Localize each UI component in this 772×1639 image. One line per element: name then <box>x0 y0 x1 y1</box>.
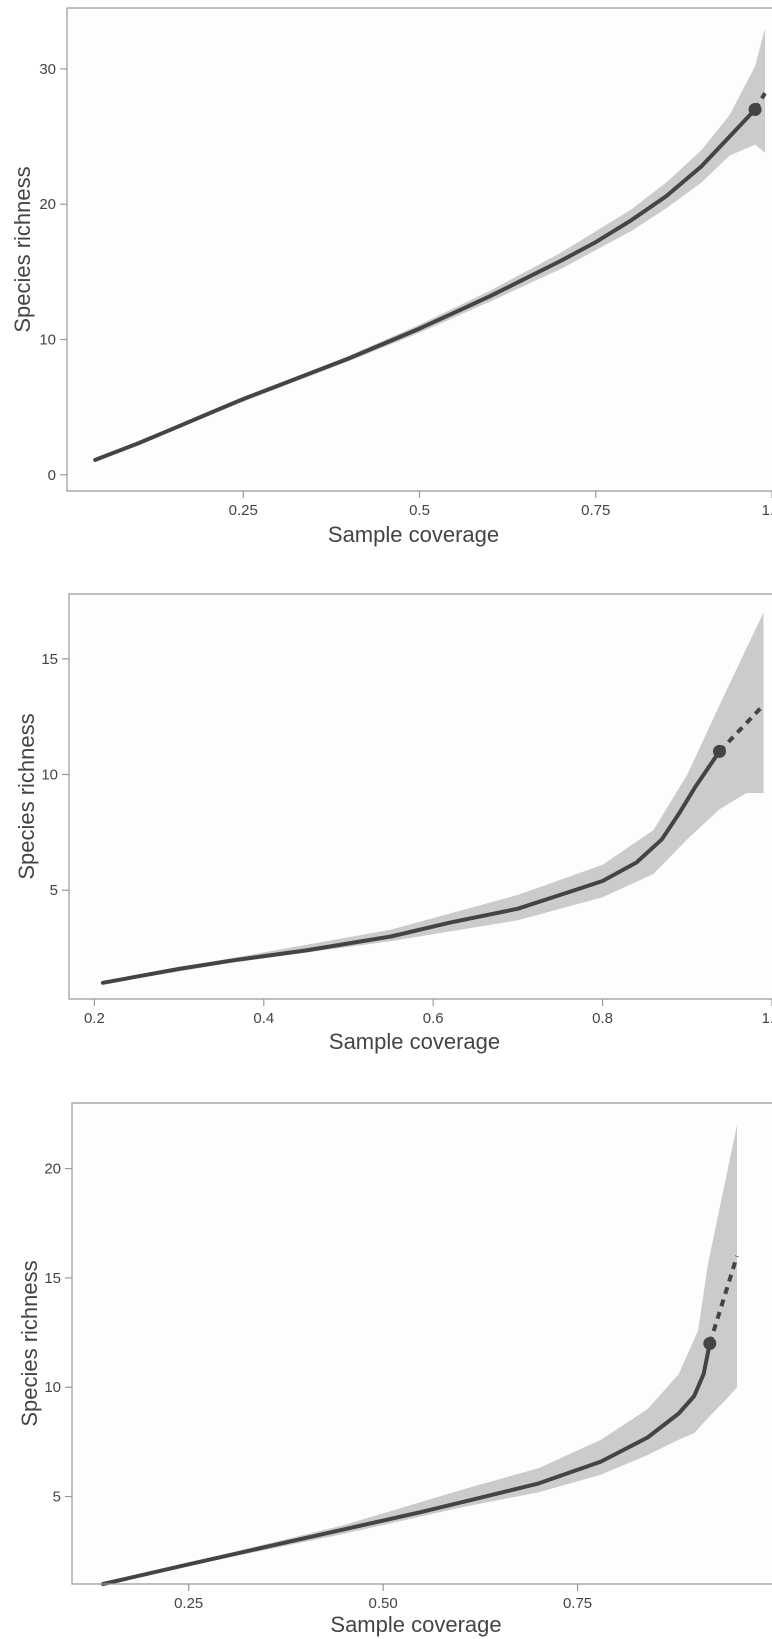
y-tick-label: 10 <box>41 767 58 784</box>
x-tick-label: 0.4 <box>253 1010 274 1027</box>
interpolated-line <box>93 107 758 462</box>
plot-background <box>69 594 772 999</box>
y-tick-label: 5 <box>50 882 58 899</box>
y-axis-title: Species richness <box>14 713 39 879</box>
x-tick-label: 0.6 <box>423 1010 444 1027</box>
y-axis-title: Species richness <box>10 166 35 332</box>
x-tick-label: 1.0 <box>762 502 772 519</box>
x-tick-label: 0.2 <box>84 1010 105 1027</box>
y-tick-label: 15 <box>44 1270 61 1287</box>
y-axis-title: Species richness <box>17 1260 42 1426</box>
x-axis-title: Sample coverage <box>329 1029 500 1054</box>
interpolated-line <box>101 1341 712 1586</box>
y-tick-label: 15 <box>41 651 58 668</box>
x-tick-label: 0.75 <box>563 1595 592 1612</box>
plot-background <box>67 8 772 491</box>
x-tick-label: 1.0 <box>762 1010 772 1027</box>
y-tick-label: 10 <box>39 331 56 348</box>
x-tick-label: 0.75 <box>581 502 610 519</box>
observed-point <box>712 744 726 758</box>
x-tick-label: 0.25 <box>229 502 258 519</box>
x-tick-label: 0.8 <box>592 1010 613 1027</box>
plot-frame <box>68 593 772 1000</box>
chart-panel-2: 5 10 15 0.2 0.4 0.6 0.8 1.0 Sample coverage Speci… <box>14 593 772 1054</box>
y-tick-label: 30 <box>39 61 56 78</box>
x-tick-label: 0.25 <box>174 1595 203 1612</box>
observed-point <box>748 102 762 116</box>
chart-panel-1: 0 10 20 30 0.25 0.5 0.75 1.0 Sample coverage Spec… <box>10 7 772 547</box>
extrapolated-line <box>718 703 765 753</box>
y-tick-label: 0 <box>48 467 56 484</box>
plot-frame <box>71 1102 772 1585</box>
y-tick-label: 20 <box>44 1161 61 1178</box>
confidence-band <box>102 612 764 984</box>
y-tick-label: 20 <box>39 196 56 213</box>
y-tick-label: 5 <box>53 1489 61 1506</box>
interpolated-line <box>100 749 722 985</box>
x-axis-title: Sample coverage <box>330 1612 501 1637</box>
y-tick-label: 10 <box>44 1379 61 1396</box>
x-tick-label: 0.5 <box>409 502 430 519</box>
observed-point <box>703 1337 717 1350</box>
x-axis-title: Sample coverage <box>328 522 499 547</box>
chart-panel-3: 5 10 15 20 0.25 0.50 0.75 Sample coverage Specie… <box>17 1102 772 1637</box>
x-tick-label: 0.50 <box>369 1595 398 1612</box>
extrapolated-line <box>707 1255 739 1345</box>
